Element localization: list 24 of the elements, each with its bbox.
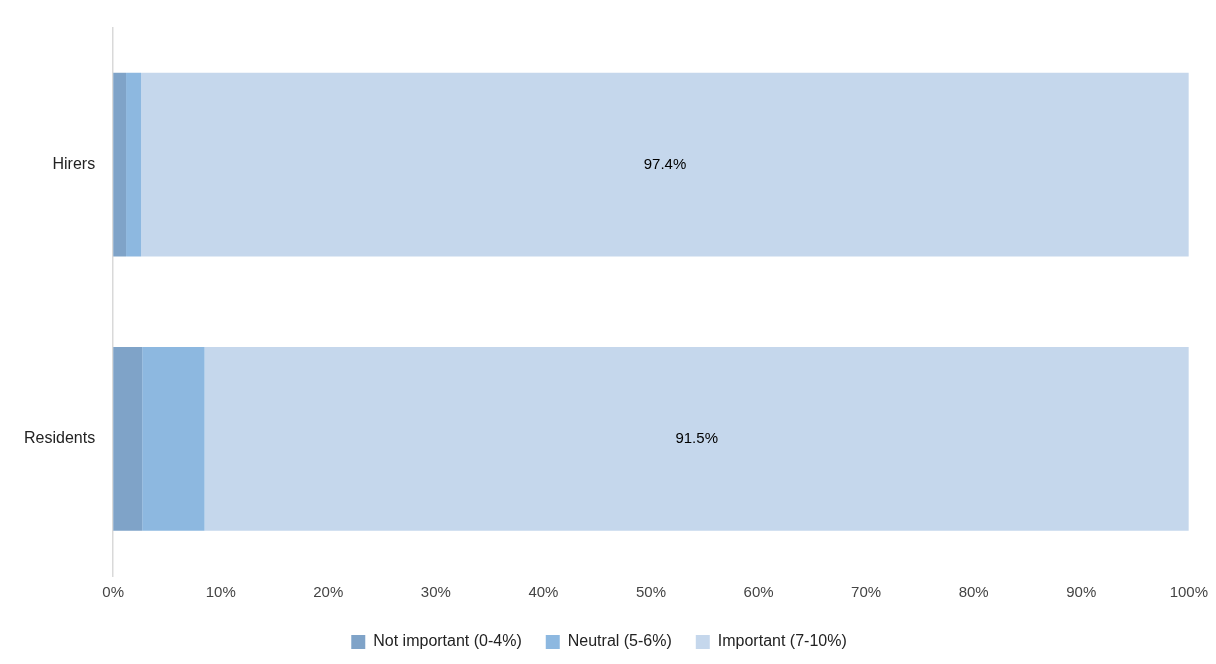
legend-label: Important (7-10%) bbox=[717, 632, 847, 650]
x-tick-label: 70% bbox=[851, 583, 882, 601]
x-tick-label: 20% bbox=[313, 583, 344, 601]
x-tick-label: 0% bbox=[102, 583, 124, 601]
x-tick-label: 100% bbox=[1169, 583, 1209, 601]
x-tick-label: 30% bbox=[420, 583, 451, 601]
legend-label: Not important (0-4%) bbox=[373, 632, 522, 650]
x-tick-label: 40% bbox=[528, 583, 559, 601]
x-tick-label: 60% bbox=[743, 583, 774, 601]
bar bbox=[113, 347, 143, 531]
x-tick-label: 90% bbox=[1066, 583, 1097, 601]
legend-label: Neutral (5-6%) bbox=[567, 632, 672, 650]
bar bbox=[141, 72, 1189, 257]
x-tick-label: 80% bbox=[958, 583, 989, 601]
y-tick-label: Hirers bbox=[52, 155, 96, 173]
y-tick-label: Residents bbox=[23, 429, 96, 447]
data-label: 91.5% bbox=[675, 429, 718, 447]
data-label: 97.4% bbox=[643, 154, 687, 172]
x-tick-label: 10% bbox=[205, 583, 236, 601]
bar bbox=[113, 72, 127, 257]
bar bbox=[126, 72, 142, 257]
bar bbox=[204, 347, 1189, 531]
bar bbox=[142, 347, 205, 531]
x-tick-label: 50% bbox=[635, 583, 666, 601]
